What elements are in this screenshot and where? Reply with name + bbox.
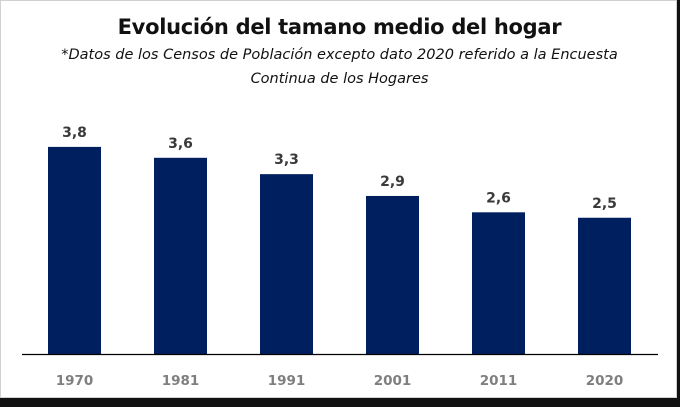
bar-1981 [154, 157, 207, 354]
data-label-1981: 3,6 [168, 136, 193, 152]
data-label-2020: 2,5 [592, 196, 617, 212]
bar-2011 [472, 212, 525, 354]
data-label-1970: 3,8 [62, 125, 87, 141]
bar-1970 [48, 146, 101, 354]
data-label-2011: 2,6 [486, 190, 511, 206]
chart-subtitle-line-2: Continua de los Hogares [250, 71, 429, 87]
chart-card: Evolución del tamano medio del hogar *Da… [0, 0, 677, 398]
chart-title: Evolución del tamano medio del hogar [117, 15, 562, 39]
x-tick-label-2011: 2011 [480, 373, 518, 389]
x-tick-label-2001: 2001 [374, 373, 412, 389]
x-tick-label-1970: 1970 [56, 373, 94, 389]
data-label-1991: 3,3 [274, 152, 299, 168]
bar-1991 [260, 174, 313, 354]
x-tick-label-1991: 1991 [268, 373, 306, 389]
chart-subtitle-line-1: *Datos de los Censos de Población except… [61, 47, 618, 63]
x-tick-label-2020: 2020 [586, 373, 624, 389]
bar-2001 [366, 195, 419, 354]
data-label-2001: 2,9 [380, 174, 405, 190]
x-tick-label-1981: 1981 [162, 373, 200, 389]
bar-2020 [578, 217, 631, 354]
